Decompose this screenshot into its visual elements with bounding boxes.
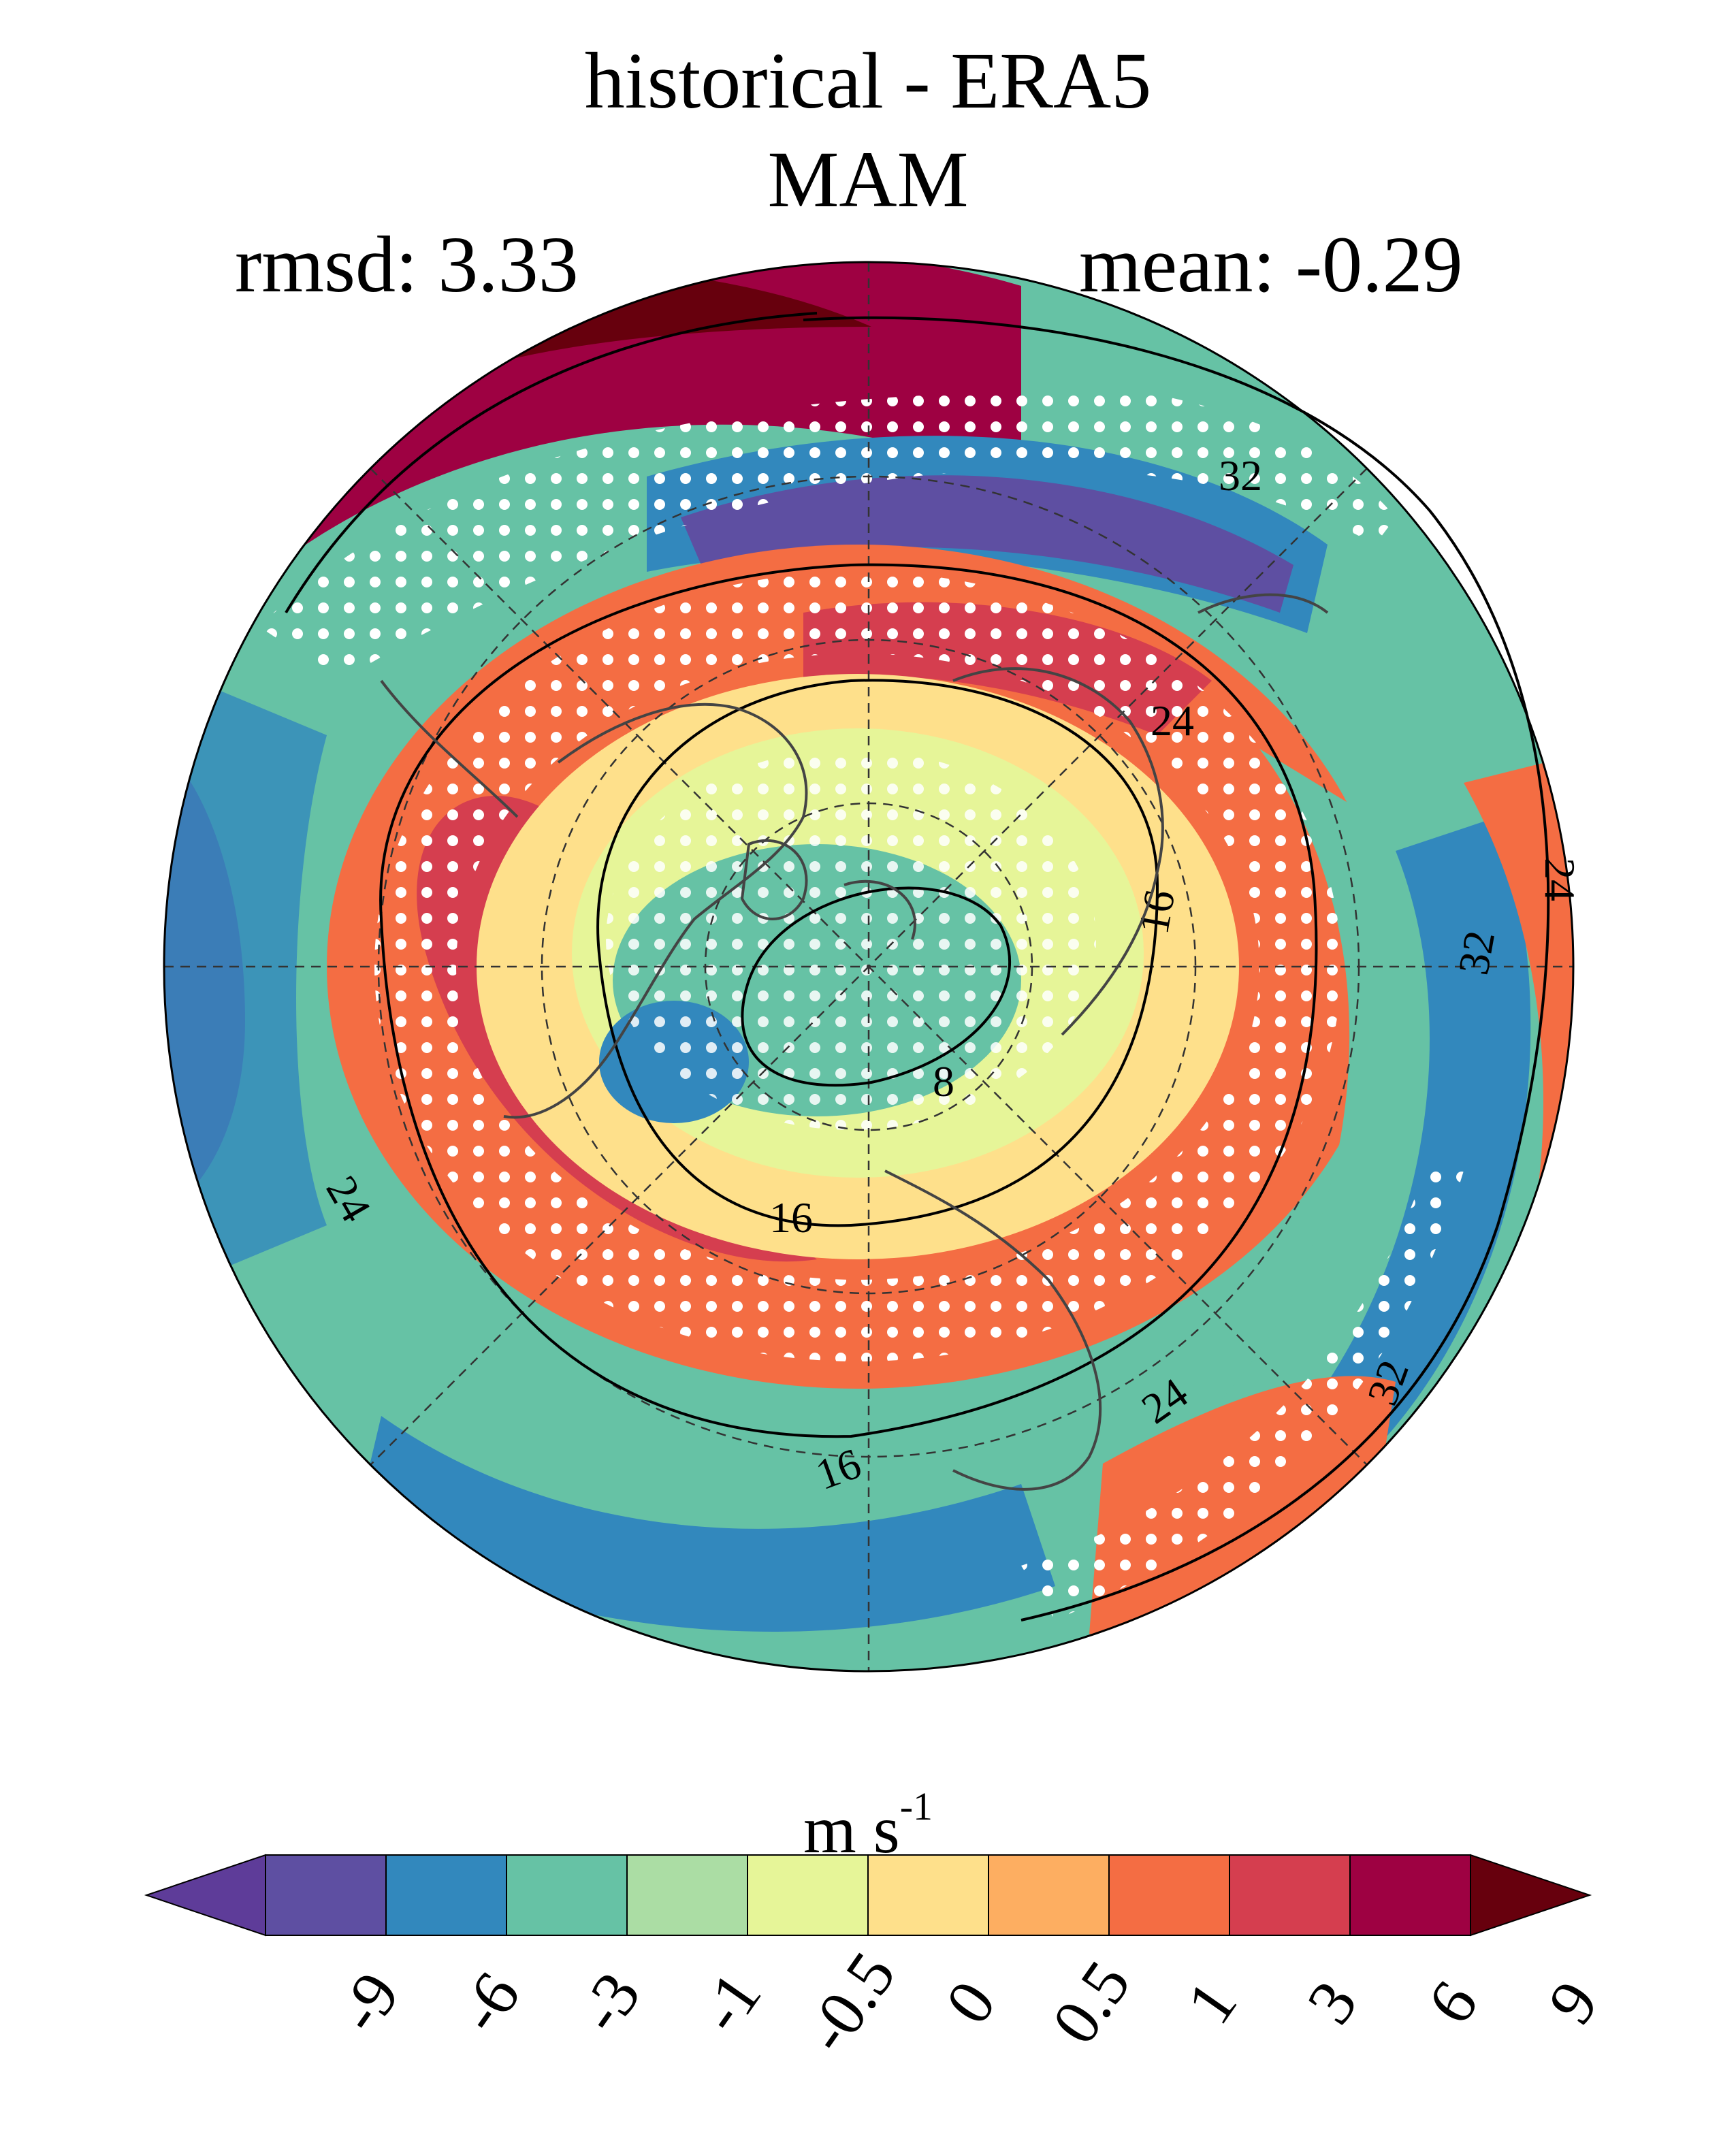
colorbar-cell: [506, 1854, 628, 1936]
colorbar-tick-label: -1: [684, 1959, 775, 2046]
colorbar-cell: [626, 1854, 748, 1936]
rmsd-label: rmsd: 3.33: [235, 220, 579, 309]
colorbar-tick-label: 0: [931, 1968, 1010, 2037]
anomaly-patch-left: [164, 667, 327, 1293]
colorbar-tick-label: 6: [1413, 1968, 1492, 2037]
stipple-band-top: [259, 392, 1396, 681]
colorbar-tick-label: 1: [1172, 1968, 1251, 2037]
coastlines: [380, 593, 1329, 1491]
colorbar-tick-label: 3: [1293, 1968, 1371, 2037]
colorbar-tick-label: 0.5: [1038, 1948, 1144, 2057]
contour-label: 32: [1449, 927, 1504, 978]
contour-label: 8: [933, 1057, 954, 1106]
colorbar-tick-label: -3: [564, 1959, 655, 2046]
polar-map: 32 24 16 8 16 24 16 24 32 24 32: [163, 261, 1584, 1673]
colorbar-cell: [1108, 1854, 1230, 1936]
figure-title: historical - ERA5: [584, 36, 1152, 125]
contour-label: 16: [769, 1193, 813, 1242]
anomaly-min-top: [681, 475, 1293, 613]
colorbar-cell: [867, 1854, 989, 1936]
contour-label: 24: [1536, 858, 1584, 901]
season-label: MAM: [767, 135, 969, 224]
colorbar-extend-low: [144, 1854, 266, 1937]
colorbar-cell: [988, 1854, 1110, 1936]
units-base: m s: [803, 1792, 900, 1867]
graticule: [164, 262, 1573, 1671]
colorbar-extend-high: [1470, 1854, 1592, 1937]
colorbar-ticks: -9 -6 -3 -1 -0.5 0 0.5 1 3 6 9: [323, 1939, 1612, 2065]
anomaly-min-right: [1293, 817, 1531, 1464]
stipple-band-right: [1021, 1157, 1464, 1620]
map-boundary: [163, 261, 1575, 1673]
colorbar-units: m s-1: [0, 1787, 1736, 1864]
colorbar-tick-label: 9: [1534, 1968, 1612, 2037]
colorbar-tick-label: -6: [443, 1959, 534, 2046]
colorbar-cells: [144, 1854, 1592, 1937]
anomaly-band-bottom: [354, 1416, 1055, 1632]
units-exponent: -1: [899, 1784, 933, 1828]
colorbar-tick-label: -0.5: [790, 1939, 910, 2065]
colorbar-cell: [265, 1854, 387, 1936]
colorbar-tick-label: -9: [323, 1959, 414, 2046]
colorbar-cell: [1229, 1854, 1351, 1936]
contour-label: 32: [1219, 451, 1262, 500]
contour-label: 24: [1151, 696, 1194, 745]
colorbar-cell: [747, 1854, 869, 1936]
climatology-contours: [285, 312, 1550, 1621]
mean-label: mean: -0.29: [1079, 220, 1463, 309]
colorbar-cell: [385, 1854, 507, 1936]
colorbar-cell: [1349, 1854, 1471, 1936]
